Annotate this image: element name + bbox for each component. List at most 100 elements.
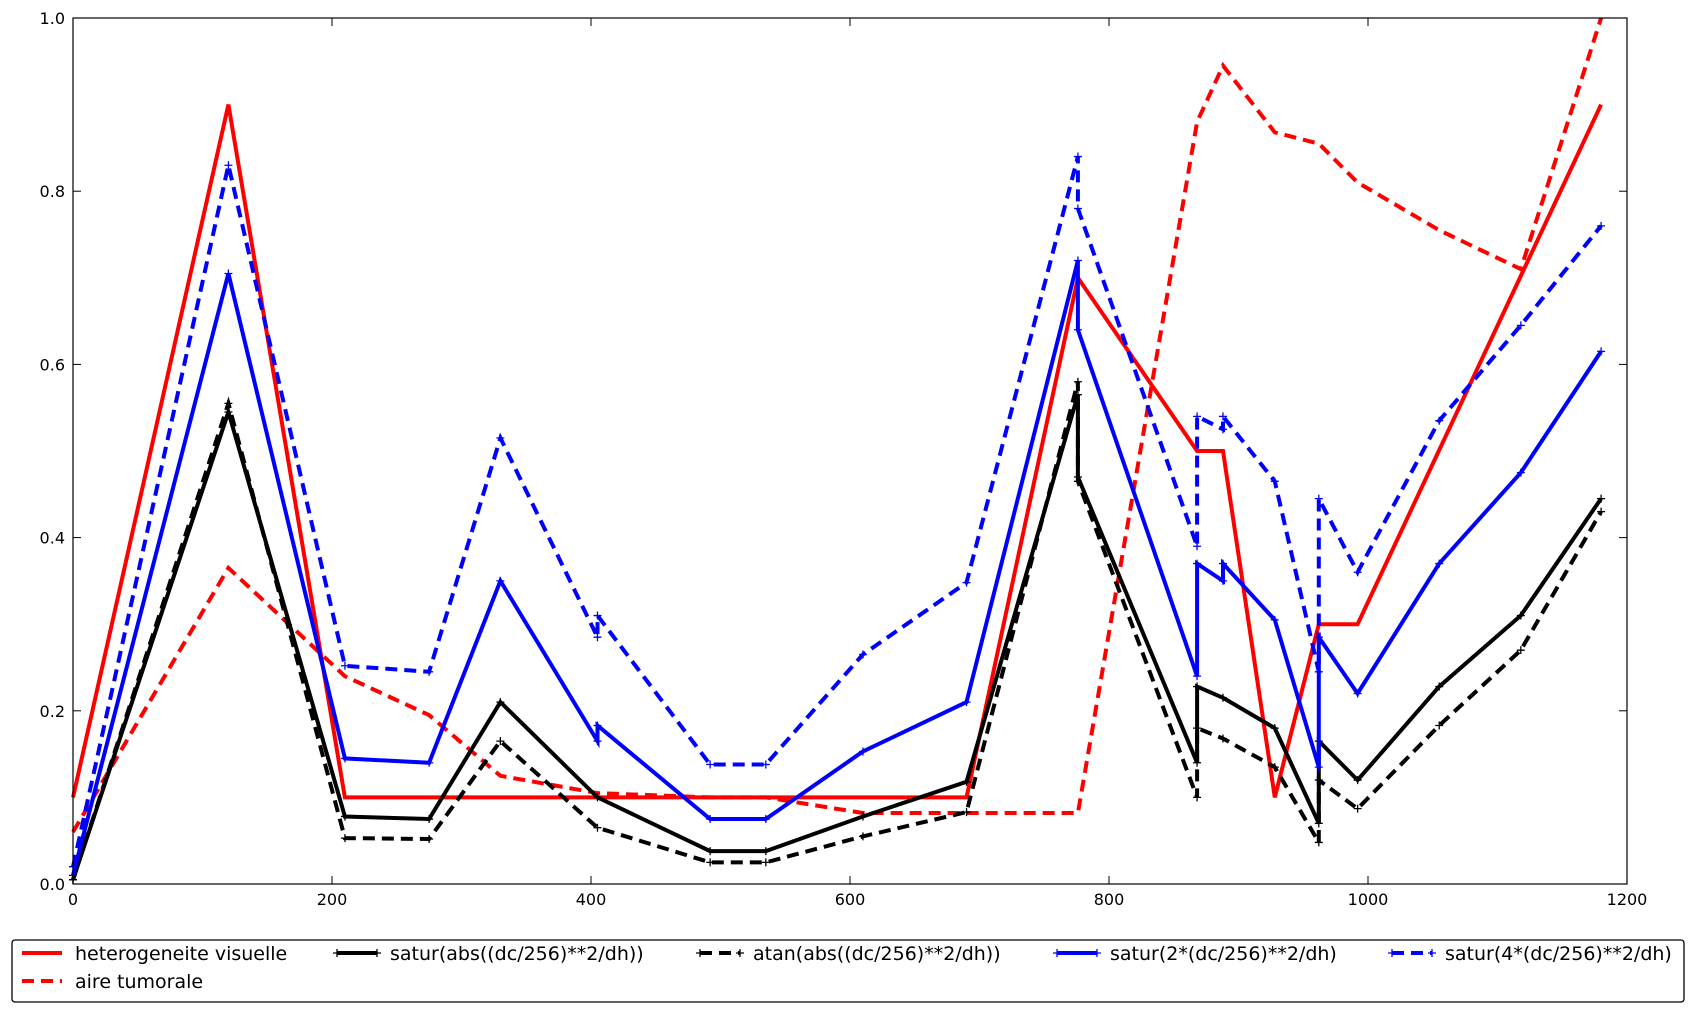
data-point-marker [496, 434, 505, 443]
data-point-marker [1193, 682, 1202, 691]
data-point-marker [1073, 204, 1082, 213]
data-point-marker [425, 667, 434, 676]
data-point-marker [425, 834, 434, 843]
data-point-marker [1073, 377, 1082, 386]
data-point-marker [1314, 763, 1323, 772]
data-point-marker [858, 650, 867, 659]
data-point-marker [1353, 689, 1362, 698]
legend-marker [333, 949, 341, 957]
x-tick-label: 600 [835, 890, 866, 909]
data-point-marker [1218, 734, 1227, 743]
data-point-marker [425, 758, 434, 767]
legend-label-1: aire tumorale [75, 971, 203, 993]
legend-marker [1388, 949, 1396, 957]
data-point-marker [962, 777, 971, 786]
data-point-marker [1218, 425, 1227, 434]
data-point-marker [1516, 646, 1525, 655]
data-point-marker [1353, 568, 1362, 577]
data-point-marker [706, 815, 715, 824]
data-point-marker [1435, 559, 1444, 568]
data-point-marker [1314, 667, 1323, 676]
legend-label-2: satur(abs((dc/256)**2/dh)) [390, 943, 644, 965]
data-point-marker [761, 760, 770, 769]
data-point-marker [962, 578, 971, 587]
axis-layer: 0 200 400 600 800 1000 1200 0.0 0.2 0.4 0.6 0.8 1.0 [40, 9, 1648, 909]
legend-marker [696, 949, 704, 957]
data-point-marker [1270, 477, 1279, 486]
data-point-marker [340, 834, 349, 843]
data-point-marker [706, 858, 715, 867]
data-point-marker [1193, 412, 1202, 421]
legend-marker [1428, 949, 1436, 957]
y-tick-label: 0.2 [40, 702, 65, 721]
data-point-marker [1073, 152, 1082, 161]
series-line-5 [71, 156, 1603, 868]
data-point-marker [425, 815, 434, 824]
data-point-marker [1193, 793, 1202, 802]
data-point-marker [1270, 724, 1279, 733]
data-point-marker [761, 858, 770, 867]
data-point-marker [761, 847, 770, 856]
data-point-marker [593, 633, 602, 642]
data-point-marker [1597, 507, 1606, 516]
y-tick-label: 0.6 [40, 355, 65, 374]
data-point-marker [593, 793, 602, 802]
series-line-4 [71, 260, 1603, 876]
data-point-marker [593, 737, 602, 746]
data-point-marker [1193, 542, 1202, 551]
data-point-marker [496, 576, 505, 585]
series-line-0 [71, 103, 1603, 800]
legend-marker [1053, 949, 1061, 957]
data-point-marker [593, 611, 602, 620]
legend: heterogeneite visuelle satur(abs((dc/256)… [11, 939, 1685, 1003]
data-point-marker [496, 737, 505, 746]
data-point-marker [1435, 416, 1444, 425]
x-tick-label: 0 [68, 890, 78, 909]
data-point-marker [340, 754, 349, 763]
data-point-marker [706, 847, 715, 856]
data-point-marker [1218, 693, 1227, 702]
data-point-marker [761, 815, 770, 824]
y-tick-label: 0.4 [40, 529, 65, 548]
data-point-marker [340, 812, 349, 821]
data-point-marker [1073, 256, 1082, 265]
data-point-marker [706, 760, 715, 769]
data-point-marker [858, 747, 867, 756]
series-line-1 [71, 17, 1604, 834]
data-point-marker [593, 823, 602, 832]
data-point-marker [858, 832, 867, 841]
data-point-marker [1073, 325, 1082, 334]
x-tick-label: 200 [317, 890, 348, 909]
legend-label-0: heterogeneite visuelle [75, 943, 287, 965]
data-point-marker [858, 812, 867, 821]
data-point-marker [1270, 615, 1279, 624]
data-point-marker [1314, 494, 1323, 503]
legend-label-3: atan(abs((dc/256)**2/dh)) [753, 943, 1001, 965]
data-point-marker [1073, 477, 1082, 486]
series-layer [69, 17, 1606, 884]
x-tick-label: 800 [1094, 890, 1125, 909]
x-tick-label: 400 [576, 890, 607, 909]
data-point-marker [1597, 221, 1606, 230]
data-point-marker [962, 808, 971, 817]
data-point-marker [1435, 682, 1444, 691]
data-point-marker [1314, 776, 1323, 785]
data-point-marker [1597, 494, 1606, 503]
y-tick-label: 0.8 [40, 182, 65, 201]
series-line-2 [71, 394, 1603, 881]
data-point-marker [962, 698, 971, 707]
data-point-marker [1516, 468, 1525, 477]
legend-label-5: satur(4*(dc/256)**2/dh) [1445, 943, 1672, 965]
data-point-marker [496, 698, 505, 707]
data-point-marker [224, 161, 233, 170]
y-tick-label: 1.0 [40, 9, 65, 28]
data-point-marker [224, 399, 233, 408]
series-line-3 [71, 381, 1603, 881]
data-point-marker [1353, 804, 1362, 813]
data-point-marker [1270, 763, 1279, 772]
legend-marker [736, 949, 744, 957]
plot-background [73, 18, 1627, 884]
data-point-marker [1218, 412, 1227, 421]
